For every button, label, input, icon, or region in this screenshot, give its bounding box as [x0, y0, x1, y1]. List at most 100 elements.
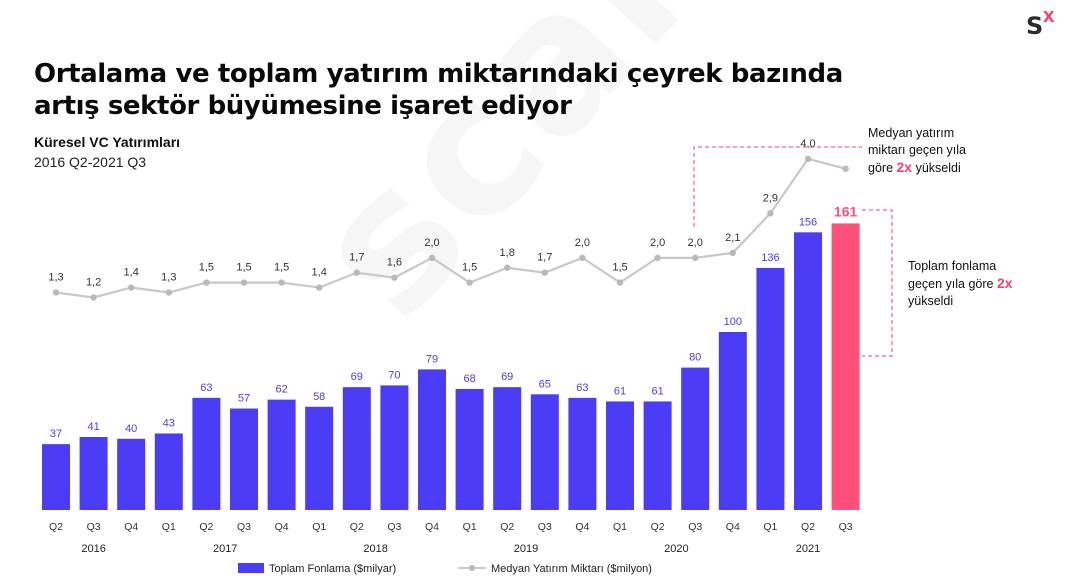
x-tick-label: Q2	[199, 521, 213, 533]
bar-value-label: 68	[463, 373, 475, 385]
median-value-label: 2,0	[688, 237, 703, 249]
median-value-label: 1,5	[612, 262, 627, 274]
svg-text:S: S	[1026, 12, 1043, 38]
total-highlight: 2x	[996, 275, 1013, 291]
x-tick-label: Q3	[538, 521, 552, 533]
x-tick-label: Q3	[387, 521, 401, 533]
median-value-label: 1,2	[86, 276, 101, 288]
x-tick-label: Q3	[839, 521, 853, 533]
median-value-label: 1,6	[387, 257, 402, 269]
bar-value-label: 57	[238, 393, 250, 405]
bar-value-label: 62	[275, 384, 287, 396]
bar-value-label: 79	[426, 353, 438, 365]
bar	[718, 332, 747, 510]
x-tick-label: Q2	[801, 521, 815, 533]
median-point	[391, 274, 398, 281]
median-value-label: 1,3	[161, 272, 176, 284]
year-label: 2017	[213, 543, 237, 555]
x-tick-label: Q4	[425, 521, 439, 533]
chart-period: 2016 Q2-2021 Q3	[34, 154, 147, 170]
median-point	[240, 279, 248, 286]
bar	[380, 385, 409, 510]
bar	[681, 367, 710, 510]
bar	[756, 267, 785, 510]
bar-value-label: 156	[799, 216, 817, 228]
bar	[794, 232, 822, 510]
bar	[493, 387, 522, 510]
median-value-label: 1,8	[500, 247, 515, 259]
bar-value-label: 80	[689, 352, 701, 364]
median-point	[203, 279, 210, 286]
bar-value-label: 37	[50, 428, 62, 440]
median-point	[165, 289, 172, 296]
svg-text:X: X	[1043, 8, 1055, 26]
x-tick-label: Q1	[312, 521, 326, 533]
brand-logo: S X	[1026, 8, 1055, 38]
median-point	[804, 155, 812, 163]
median-value-label: 1,5	[274, 262, 289, 274]
legend-label-bar: Toplam Fonlama ($milyar)	[269, 563, 396, 575]
median-point	[466, 279, 473, 286]
bar-value-label: 70	[388, 369, 400, 381]
x-tick-label: Q2	[350, 521, 364, 533]
median-value-label: 2,0	[575, 237, 590, 249]
median-value-label: 1,4	[124, 267, 139, 279]
median-value-label: 2,0	[424, 237, 439, 249]
year-label: 2018	[363, 543, 387, 555]
bar	[643, 401, 672, 510]
x-tick-label: Q4	[275, 521, 289, 533]
bar-value-label: 136	[761, 252, 779, 264]
median-point	[90, 294, 97, 301]
x-tick-label: Q2	[49, 521, 63, 533]
total-note-line-1: Toplam fonlama	[908, 259, 997, 273]
bar	[117, 438, 146, 510]
median-note: Medyan yatırım miktarı geçen yıla göre 2…	[868, 125, 966, 177]
x-tick-label: Q2	[500, 521, 514, 533]
median-value-label: 1,5	[199, 262, 214, 274]
bar	[455, 388, 484, 510]
median-point	[541, 269, 548, 276]
median-point	[316, 284, 323, 291]
title-line-1: Ortalama ve toplam yatırım miktarındaki …	[34, 59, 843, 89]
median-point	[504, 264, 511, 271]
total-annotation-bracket	[862, 209, 893, 357]
x-tick-label: Q4	[726, 521, 740, 533]
median-point	[767, 210, 774, 217]
median-value-label: 1,5	[462, 262, 477, 274]
bar-value-label: 58	[313, 391, 325, 403]
bar-value-label: 63	[576, 382, 588, 394]
total-note: Toplam fonlama geçen yıla göre 2x yüksel…	[908, 258, 1013, 310]
x-tick-label: Q4	[124, 521, 138, 533]
median-value-label: 2,9	[763, 192, 778, 204]
median-point	[353, 269, 360, 276]
legend-label-line: Medyan Yatırım Miktarı ($milyon)	[491, 563, 652, 575]
bar-value-label: 40	[125, 423, 137, 435]
bar	[42, 444, 70, 510]
bar	[831, 223, 860, 511]
x-tick-label: Q1	[162, 521, 176, 533]
median-point	[729, 249, 736, 257]
median-point	[52, 289, 60, 296]
median-point	[128, 284, 135, 291]
x-tick-label: Q1	[763, 521, 777, 533]
median-point	[278, 279, 285, 286]
median-note-line-3: göre 2x yükseldi	[868, 159, 961, 175]
x-tick-label: Q4	[575, 521, 589, 533]
bar	[154, 433, 183, 510]
bar	[230, 408, 258, 510]
median-note-line-1: Medyan yatırım	[868, 126, 955, 140]
bar	[568, 397, 597, 510]
median-value-label: 1,3	[48, 272, 63, 284]
median-point	[428, 254, 436, 262]
chart-subtitle: Küresel VC Yatırımları	[34, 134, 181, 150]
x-tick-label: Q1	[613, 521, 627, 533]
median-value-label: 2,1	[725, 232, 740, 244]
bar-value-label: 65	[539, 378, 551, 390]
median-value-label: 2,0	[650, 237, 665, 249]
median-value-label: 4,0	[800, 138, 815, 150]
x-tick-label: Q2	[651, 521, 665, 533]
year-label: 2019	[514, 543, 538, 555]
bar	[305, 406, 334, 510]
